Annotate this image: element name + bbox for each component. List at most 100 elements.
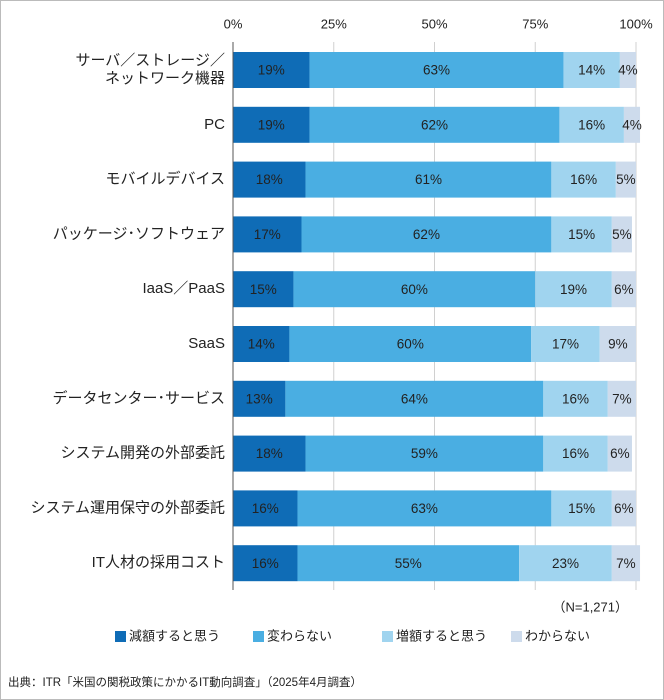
value-label: 19%: [258, 63, 285, 78]
value-label: 63%: [411, 501, 438, 516]
x-tick-label: 25%: [321, 16, 347, 31]
value-label: 16%: [570, 172, 597, 187]
bar-segment: [551, 490, 612, 527]
value-label: 16%: [562, 446, 589, 461]
category-label: パッケージ･ソフトウェア: [53, 225, 225, 242]
legend-swatch: [253, 631, 264, 642]
category-label: IT人材の採用コスト: [92, 554, 225, 571]
value-label: 60%: [397, 337, 424, 352]
legend-swatch: [511, 631, 522, 642]
value-label: 60%: [401, 282, 428, 297]
value-label: 14%: [248, 337, 275, 352]
bar-segment: [619, 52, 636, 88]
sample-note: （N=1,271）: [552, 599, 628, 614]
value-label: 14%: [578, 63, 605, 78]
bar-segment: [233, 326, 290, 362]
value-label: 18%: [256, 172, 283, 187]
value-label: 15%: [568, 501, 595, 516]
bar-segment: [563, 52, 620, 88]
legend-label: わからない: [525, 628, 590, 643]
value-label: 13%: [246, 391, 273, 406]
value-label: 17%: [552, 337, 579, 352]
bar-segment: [615, 161, 636, 198]
value-label: 5%: [612, 227, 632, 242]
value-label: 63%: [423, 63, 450, 78]
bar-segment: [607, 380, 636, 417]
value-label: 64%: [401, 391, 428, 406]
category-line: パッケージ･ソフトウェア: [53, 225, 225, 242]
bar-segment: [289, 326, 532, 362]
category-line: IaaS／PaaS: [142, 280, 225, 297]
bar-segment: [233, 435, 306, 472]
category-line: サーバ／ストレージ／: [75, 52, 225, 69]
category-line: システム運用保守の外部委託: [30, 499, 225, 516]
bar-segment: [285, 380, 544, 417]
value-label: 59%: [411, 446, 438, 461]
category-label: IaaS／PaaS: [142, 280, 225, 297]
value-label: 6%: [614, 282, 634, 297]
value-label: 55%: [395, 556, 422, 571]
category-label: データセンター･サービス: [52, 389, 225, 407]
x-tick-label: 100%: [619, 16, 653, 31]
category-label: システム開発の外部委託: [60, 445, 225, 462]
bar-segment: [309, 106, 560, 143]
category-line: SaaS: [188, 335, 225, 352]
value-label: 15%: [568, 227, 595, 242]
value-label: 62%: [413, 227, 440, 242]
value-label: 61%: [415, 172, 442, 187]
bar-segment: [233, 380, 286, 417]
category-line: PC: [204, 116, 225, 133]
category-line: モバイルデバイス: [105, 170, 225, 188]
category-label: SaaS: [188, 335, 225, 352]
bar-segment: [233, 545, 298, 582]
bar-segment: [607, 435, 632, 472]
value-label: 19%: [560, 282, 587, 297]
legend-swatch: [115, 631, 126, 642]
bar-segment: [531, 326, 600, 362]
value-label: 16%: [252, 556, 279, 571]
legend-label: 変わらない: [267, 628, 332, 643]
value-label: 9%: [608, 337, 628, 352]
legend-swatch: [382, 631, 393, 642]
value-label: 15%: [250, 282, 277, 297]
bar-segment: [611, 490, 636, 527]
bar-segment: [233, 490, 298, 527]
category-label: システム運用保守の外部委託: [30, 499, 225, 516]
bar-segment: [559, 106, 624, 143]
value-label: 16%: [578, 117, 605, 132]
value-label: 16%: [562, 391, 589, 406]
bar-segment: [305, 435, 544, 472]
category-line: データセンター･サービス: [52, 389, 225, 407]
bar-segment: [623, 106, 641, 143]
bar-segment: [309, 52, 564, 88]
value-label: 7%: [616, 556, 636, 571]
bar-segment: [551, 216, 612, 253]
bar-segment: [535, 271, 612, 308]
value-label: 6%: [610, 446, 630, 461]
category-line: ネットワーク機器: [105, 70, 225, 87]
x-tick-label: 75%: [522, 16, 548, 31]
value-label: 62%: [421, 117, 448, 132]
value-label: 23%: [552, 556, 579, 571]
value-label: 16%: [252, 501, 279, 516]
bar-segment: [233, 106, 310, 143]
bar-segment: [233, 271, 294, 308]
bar-segment: [297, 490, 552, 527]
bar-segment: [305, 161, 552, 198]
value-label: 4%: [622, 117, 642, 132]
value-label: 6%: [614, 501, 634, 516]
legend-label: 増額すると思う: [396, 628, 487, 643]
category-label: モバイルデバイス: [105, 170, 225, 188]
bar-segment: [233, 216, 302, 253]
bar-segment: [543, 380, 608, 417]
bar-segment: [301, 216, 552, 253]
category-line: IT人材の採用コスト: [92, 554, 225, 571]
bar-segment: [519, 545, 612, 582]
source: 出典：ITR「米国の関税政策にかかるIT動向調査」（2025年4月調査）: [8, 675, 362, 689]
bar-segment: [297, 545, 520, 582]
bar-segment: [233, 161, 306, 198]
value-label: 4%: [618, 63, 638, 78]
value-label: 7%: [612, 391, 632, 406]
